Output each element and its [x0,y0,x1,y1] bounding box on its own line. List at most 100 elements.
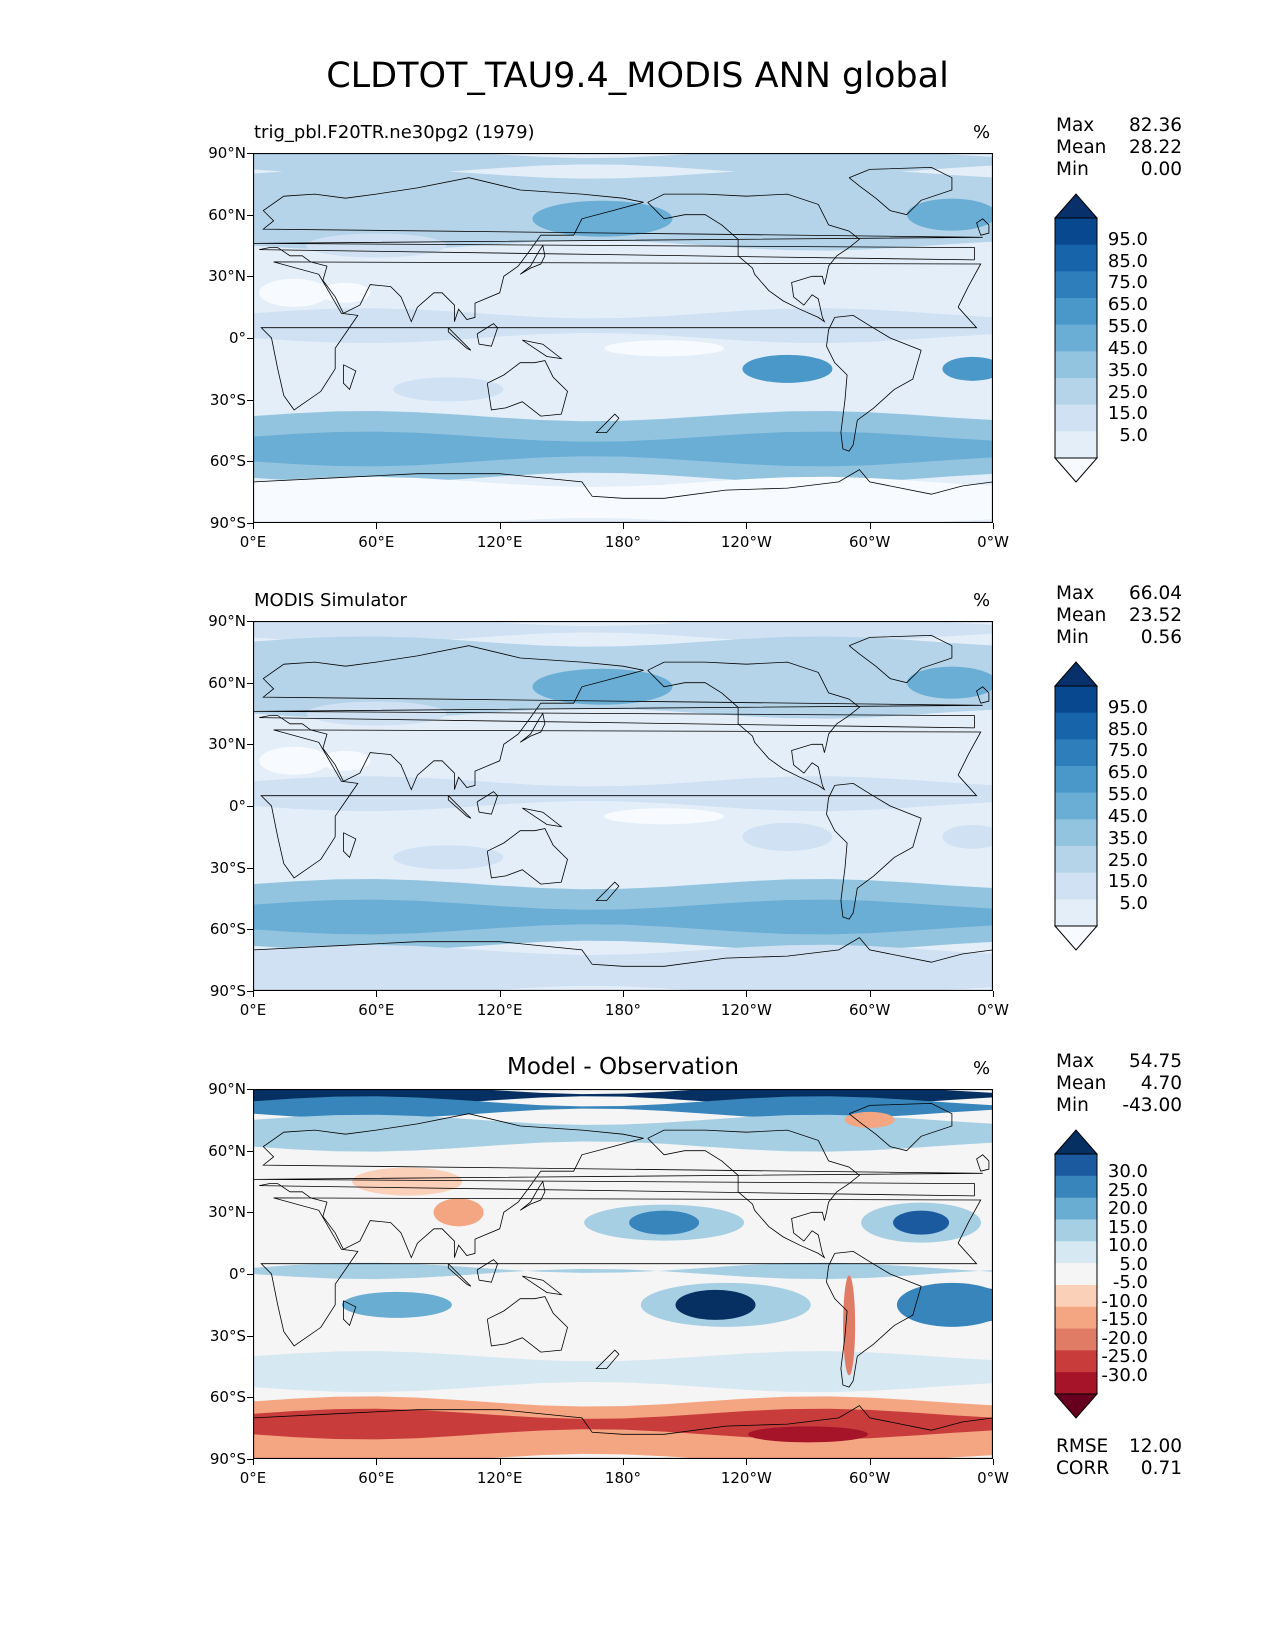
stat-row-max: Max 54.75 [1056,1051,1182,1073]
map-canvas [253,153,993,523]
stat-value: -43.00 [1122,1095,1182,1116]
lat-tick-label: 60°N [208,1141,246,1160]
colorbar-segment [1055,1154,1097,1177]
asia-dry [306,701,447,726]
lat-tick-label: 90°N [208,144,246,162]
coastline-eurasia [253,1113,983,1259]
colorbar-segment [1055,792,1097,820]
map-diff [253,1089,993,1459]
lat-tick-mark [247,523,253,524]
satl-positive [896,1282,993,1327]
colorbar-segment [1055,1263,1097,1286]
lon-tick-mark [746,523,748,529]
colorbar-segment [1055,819,1097,847]
stat-key: Mean [1056,1073,1107,1094]
coastline-madagascar [343,832,357,859]
sepac-cloud [742,822,833,851]
colorbar-extend-bottom [1053,1393,1099,1419]
stat-key: Max [1056,583,1095,604]
lat-tick-mark [247,1274,253,1275]
lon-tick-mark [253,1459,254,1465]
stat-row-max: Max 82.36 [1056,115,1182,137]
lon-tick-mark [376,523,378,529]
lat-tick-mark [247,1150,253,1152]
lat-tick-mark [247,682,253,684]
colorbar-tick-label: 15.0 [1107,871,1148,893]
lat-tick-label: 90°N [208,612,246,630]
sahara-clear [259,746,330,775]
natl-strong [893,1210,950,1235]
colorbar-tick-label: 65.0 [1107,762,1148,784]
lon-tick-mark [253,991,254,997]
panel-diff: Model - Observation % Max 54.75 Mean 4.70 Mi… [0,0,1275,1487]
satl-cloud [942,824,993,849]
colorbar-segment [1055,1306,1097,1330]
tibet-negative [433,1198,484,1227]
itcz [253,776,993,812]
colorbar-tick-label: 85.0 [1107,718,1148,740]
stat-row-min: Min 0.56 [1056,627,1182,649]
lat-tick-label: 60°N [208,205,246,224]
colorbar-tick-label: 45.0 [1107,337,1148,359]
coastline-newguinea [522,1275,563,1296]
lat-tick-mark [247,153,253,154]
npac-cloud [532,668,673,705]
stat-row-mean: Mean 4.70 [1056,1073,1182,1095]
lon-tick-label: 120°E [476,533,523,551]
colorbar-segment [1055,686,1097,714]
colorbar-segment [1055,899,1097,927]
coastline-japan [519,712,546,743]
colorbar-canvas [1053,193,1099,483]
colorbar-segment [1055,739,1097,767]
lat-tick-label: 90°S [209,1450,246,1468]
colorbar-tick-label: 35.0 [1107,827,1148,849]
stat-value: 82.36 [1129,115,1182,136]
colorbar-tick-label: 85.0 [1107,250,1148,272]
colorbar-tick-label: -15.0 [1101,1309,1148,1331]
lon-tick-label: 180° [604,1001,642,1019]
lon-tick-mark [376,1459,378,1465]
lat-tick-mark [247,1397,253,1399]
lat-tick-mark [247,1459,253,1460]
colorbar-extend-top [1053,1129,1099,1155]
lon-tick-mark [746,1459,748,1465]
stat-key: Mean [1056,605,1107,626]
stat-key: RMSE [1056,1436,1109,1457]
lat-tick-label: 0° [228,329,246,347]
panel-left-title: trig_pbl.F20TR.ne30pg2 (1979) [254,122,535,143]
coastline-greenland [848,1102,953,1152]
map-frame [253,153,993,523]
colorbar-segment [1055,244,1097,272]
indian-south [393,845,504,870]
itcz-positive [253,1262,993,1280]
satl-cloud [942,356,993,381]
stat-row-corr: CORR 0.71 [1056,1458,1182,1480]
stat-value: 66.04 [1129,583,1182,604]
colorbar-segment [1055,351,1097,379]
sahara-clear [259,278,330,307]
colorbar-tick-label: 15.0 [1107,1216,1148,1238]
asia-negative [352,1167,463,1196]
coastline-australia [486,1296,568,1353]
lon-tick-mark [623,523,624,529]
greenland-negative [844,1111,895,1128]
lat-tick-label: 90°S [209,982,246,1000]
colorbar-tick-label: 45.0 [1107,805,1148,827]
coastline-newguinea [522,339,563,360]
lon-tick-mark [993,523,994,529]
lat-tick-label: 60°N [208,673,246,692]
southern-ocean-core [253,431,993,467]
stat-value: 0.56 [1140,627,1182,648]
lon-tick-label: 60°E [358,1469,395,1487]
stats-box: Max 66.04 Mean 23.52 Min 0.56 [1056,583,1182,649]
npac-strong [629,1210,700,1235]
rmse-corr-box: RMSE 12.00 CORR 0.71 [1056,1436,1182,1480]
stat-key: Min [1056,159,1089,180]
lon-tick-mark [746,991,748,997]
stat-row-rmse: RMSE 12.00 [1056,1436,1182,1458]
coastline-borneo [476,323,499,347]
lon-tick-label: 0°E [239,533,267,551]
lon-tick-mark [499,523,501,529]
panel-left-title: MODIS Simulator [254,590,407,611]
coastline-eurasia [253,645,983,791]
